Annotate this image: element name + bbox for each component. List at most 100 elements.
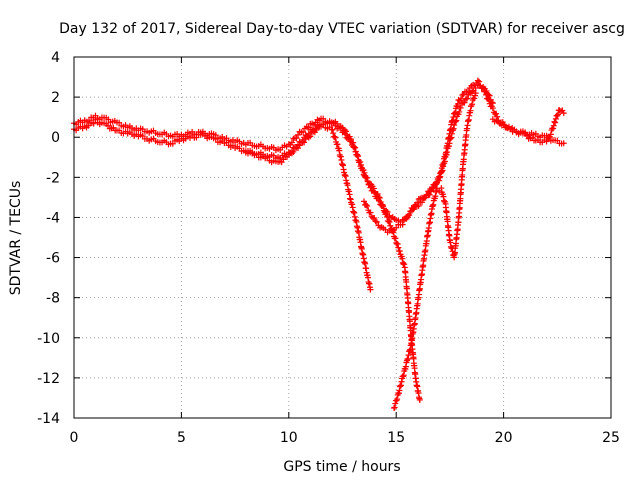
data-point	[301, 139, 308, 146]
data-point	[487, 96, 494, 103]
data-point	[363, 202, 370, 209]
data-point	[416, 396, 423, 403]
data-point	[367, 286, 374, 293]
data-point	[543, 138, 550, 145]
data-point	[374, 190, 381, 197]
data-point	[554, 112, 561, 119]
data-point	[367, 209, 374, 216]
data-point	[364, 203, 371, 210]
chart-title: Day 132 of 2017, Sidereal Day-to-day VTE…	[59, 21, 625, 37]
data-point	[380, 203, 387, 210]
data-point	[437, 173, 444, 180]
data-point	[450, 114, 457, 121]
y-tick-label: -14	[37, 411, 60, 427]
data-point	[406, 211, 413, 218]
data-point	[352, 148, 359, 155]
data-point	[85, 122, 92, 129]
y-tick-label: 2	[51, 90, 60, 106]
data-point	[552, 119, 559, 126]
data-point	[393, 224, 400, 231]
data-point	[399, 221, 406, 228]
data-point	[334, 141, 341, 148]
data-point	[90, 120, 97, 127]
data-point	[495, 117, 502, 124]
data-point	[212, 136, 219, 143]
data-point	[555, 111, 562, 118]
x-tick-label: 20	[495, 430, 513, 446]
data-point	[354, 152, 361, 159]
data-point	[341, 126, 348, 133]
data-point	[376, 194, 383, 201]
series-track-e	[360, 81, 496, 236]
data-point	[293, 135, 300, 142]
data-point	[370, 185, 377, 192]
x-tick-label: 5	[177, 430, 186, 446]
data-point	[350, 139, 357, 146]
data-point	[330, 130, 337, 137]
data-point	[320, 115, 327, 122]
data-point	[403, 215, 410, 222]
data-point	[296, 142, 303, 149]
data-point	[434, 179, 441, 186]
data-point	[356, 158, 363, 165]
x-tick-label: 10	[280, 430, 298, 446]
data-point	[459, 91, 466, 98]
data-point	[392, 235, 399, 242]
data-point	[401, 261, 408, 268]
data-point	[392, 400, 399, 407]
data-point	[116, 119, 123, 126]
data-point	[461, 99, 468, 106]
data-point	[469, 101, 476, 108]
data-point	[394, 241, 401, 248]
data-point	[493, 110, 500, 117]
data-point	[407, 208, 414, 215]
axis-ticks	[73, 56, 612, 419]
data-point	[354, 151, 361, 158]
data-point	[415, 202, 422, 209]
data-point	[471, 95, 478, 102]
y-tick-label: -2	[46, 170, 60, 186]
x-tick-label: 0	[70, 430, 79, 446]
data-point	[483, 87, 490, 94]
data-point	[386, 218, 393, 225]
x-tick-label: 15	[387, 430, 405, 446]
series-track-c	[242, 118, 423, 403]
y-tick-label: -4	[46, 210, 60, 226]
data-point	[373, 219, 380, 226]
y-tick-label: 0	[51, 130, 60, 146]
data-point	[384, 213, 391, 220]
data-point	[552, 115, 559, 122]
data-point	[409, 205, 416, 212]
plot-series	[71, 77, 567, 411]
data-point	[383, 211, 390, 218]
data-point	[457, 104, 464, 111]
data-point	[288, 139, 295, 146]
data-point	[391, 404, 398, 411]
data-point	[352, 144, 359, 151]
data-point	[500, 121, 507, 128]
data-point	[359, 167, 366, 174]
data-point	[469, 88, 476, 95]
data-point	[550, 122, 557, 129]
data-point	[488, 99, 495, 106]
data-point	[472, 85, 479, 92]
data-point	[456, 108, 463, 115]
data-point	[426, 191, 433, 198]
plot-frame	[73, 56, 612, 419]
data-point	[399, 255, 406, 262]
data-point	[489, 100, 496, 107]
y-tick-label: 4	[51, 50, 60, 66]
data-point	[363, 174, 370, 181]
data-point	[560, 140, 567, 147]
data-point	[462, 96, 469, 103]
data-point	[485, 91, 492, 98]
grid	[74, 57, 611, 418]
data-point	[347, 136, 354, 143]
data-point	[290, 148, 297, 155]
data-point	[451, 122, 458, 129]
data-point	[452, 118, 459, 125]
data-point	[360, 198, 367, 205]
data-point	[295, 131, 302, 138]
data-point	[332, 134, 339, 141]
